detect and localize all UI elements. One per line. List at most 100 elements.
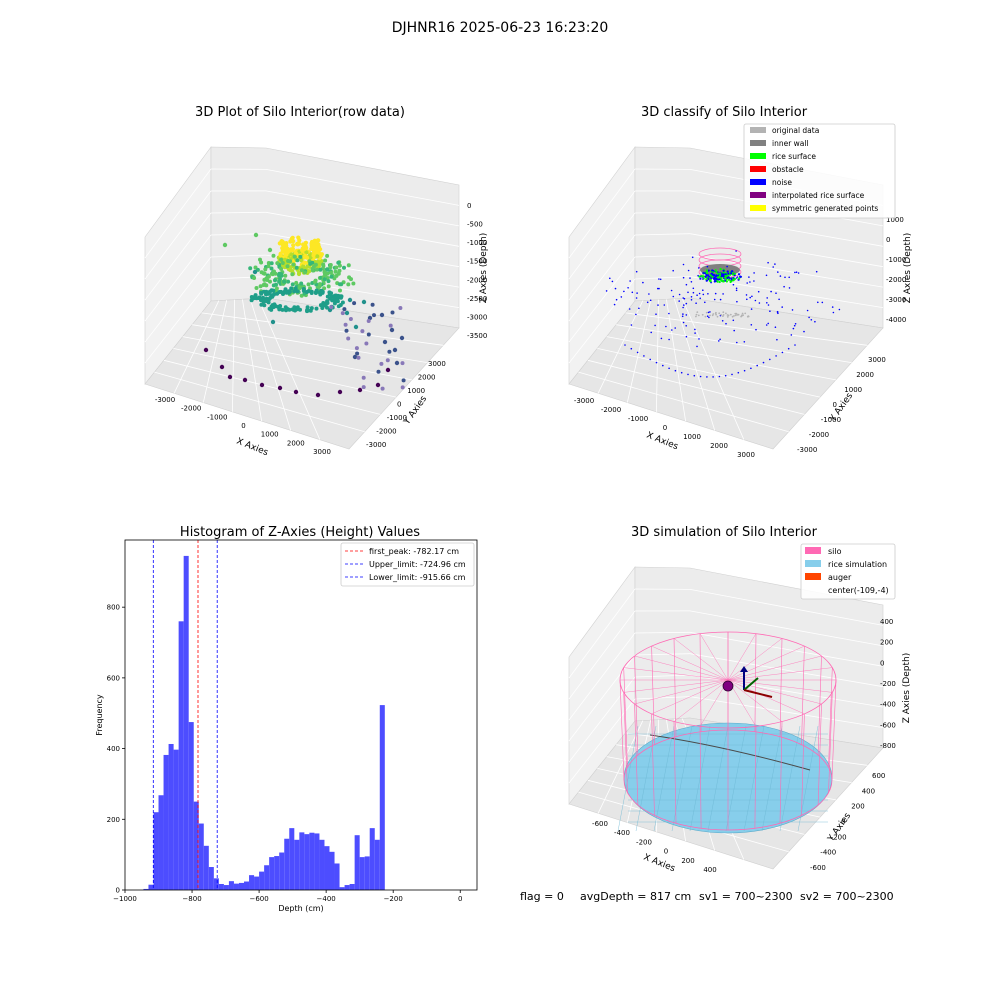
noise-point [629, 280, 631, 282]
data-point [315, 392, 321, 398]
tick-label: -4000 [886, 316, 906, 324]
noise-point [751, 295, 753, 298]
histogram-title: Histogram of Z-Axies (Height) Values [180, 525, 420, 540]
histogram-bar [294, 839, 300, 890]
data-point [726, 316, 729, 318]
histogram-bar [374, 839, 380, 890]
tick-label: -600 [592, 820, 608, 828]
data-point [279, 272, 284, 277]
data-point [380, 386, 385, 391]
histogram-bar [183, 555, 189, 890]
noise-point [704, 301, 706, 304]
noise-point [746, 298, 748, 301]
histogram-bar [163, 754, 169, 890]
noise-point [776, 338, 778, 341]
data-point [258, 257, 262, 262]
noise-point [672, 269, 674, 272]
tick-label: 0 [841, 818, 845, 826]
tick-label: 0 [664, 848, 668, 856]
tick-label: 400 [880, 618, 893, 626]
noise-point [668, 367, 670, 370]
tick-label: 3000 [313, 448, 331, 456]
data-point [385, 367, 391, 373]
data-point [728, 273, 732, 276]
simulation-plot-y-ticks: 600 400 200 0 -200 -400 -600 [810, 772, 885, 872]
noise-point [775, 355, 777, 357]
data-point [325, 301, 330, 305]
tick-label: 1000 [844, 386, 862, 394]
noise-point [708, 316, 710, 319]
data-point [293, 389, 299, 395]
noise-point [803, 330, 805, 333]
y-tick-label: 200 [107, 816, 120, 824]
noise-point [706, 376, 708, 378]
silo-roof-line [727, 645, 805, 681]
noise-point [648, 293, 650, 295]
data-point [382, 339, 388, 345]
noise-point [657, 287, 659, 290]
data-point [339, 282, 344, 287]
histogram-x-ticks: −1000 −800 −600 −400 −200 0 [113, 890, 462, 903]
data-point [277, 307, 282, 312]
noise-point [725, 322, 727, 325]
data-point [267, 247, 273, 253]
histogram-bar [153, 812, 159, 890]
legend-swatch [805, 547, 821, 554]
data-point [722, 273, 725, 276]
simulation-plot-z-label: Z Axies (Depth) [902, 653, 912, 724]
data-point [333, 269, 338, 274]
grid-line [634, 674, 691, 678]
tick-label: 0 [663, 424, 667, 432]
data-point [304, 245, 309, 250]
histogram-bar [228, 881, 234, 890]
data-point [725, 280, 729, 283]
data-point [281, 240, 286, 245]
mesh-line [689, 725, 711, 832]
tick-label: -2500 [467, 295, 487, 303]
data-point [695, 313, 698, 316]
data-point [328, 270, 333, 275]
tick-label: -500 [467, 221, 483, 229]
grid-line [634, 631, 691, 634]
data-point [360, 329, 365, 334]
data-point [311, 253, 316, 258]
tick-label: -1000 [886, 256, 906, 264]
tick-label: 3000 [868, 356, 886, 364]
noise-point [687, 269, 690, 272]
legend-label: inner wall [772, 139, 809, 148]
histogram-bar [259, 871, 265, 890]
data-point [401, 378, 406, 383]
noise-point [631, 291, 634, 294]
noise-point [690, 299, 693, 301]
noise-point [692, 291, 695, 294]
histogram-bar [309, 832, 315, 890]
data-point [390, 310, 395, 315]
histogram-bar [344, 885, 350, 890]
raw-plot-y-ticks: 3000 2000 1000 0 -1000 -2000 -3000 [366, 360, 446, 449]
noise-point [678, 293, 681, 296]
data-point [297, 238, 302, 243]
grid-line [689, 696, 884, 728]
noise-point [755, 328, 757, 331]
legend-swatch [750, 192, 766, 198]
tick-label: -2000 [467, 276, 487, 284]
raw-plot-axes-box [144, 146, 460, 450]
noise-point [748, 276, 750, 278]
legend-swatch [805, 560, 821, 567]
data-point [716, 272, 719, 276]
data-point [704, 315, 707, 318]
noise-point [674, 369, 677, 372]
legend-label: center(-109,-4) [828, 586, 889, 595]
tick-label: -600 [880, 721, 896, 729]
legend-label: rice surface [772, 152, 816, 161]
noise-point [731, 373, 733, 376]
silo-roof-line [673, 638, 729, 681]
simulation-plot-x-ticks: -600 -400 -200 0 200 400 [592, 820, 717, 874]
data-point [306, 282, 311, 287]
tick-label: -200 [880, 680, 896, 688]
data-point [264, 292, 268, 297]
noise-point [698, 267, 700, 269]
raw-plot-points [203, 232, 406, 398]
data-point [290, 272, 295, 277]
noise-point [672, 295, 675, 298]
